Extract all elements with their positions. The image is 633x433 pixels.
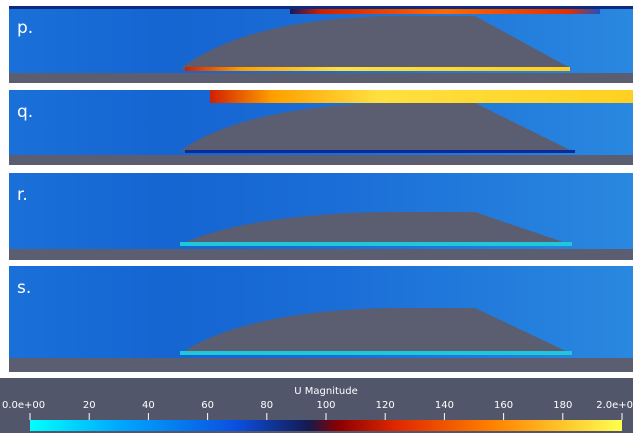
tick-label: 0.0e+00 — [2, 400, 45, 411]
panel-label: q. — [17, 102, 33, 122]
panel-label: s. — [17, 278, 31, 298]
tick-label: 60 — [201, 400, 214, 411]
tick-label: 20 — [83, 400, 96, 411]
wall — [9, 358, 633, 372]
streak — [185, 150, 575, 153]
tick-label: 40 — [142, 400, 155, 411]
wall — [9, 73, 633, 83]
streak — [180, 242, 572, 246]
tick-label: 80 — [260, 400, 273, 411]
tick-label: 120 — [376, 400, 395, 411]
tick-label: 140 — [435, 400, 454, 411]
panel-label: r. — [17, 185, 28, 205]
streak — [180, 351, 572, 355]
tick-label: 180 — [553, 400, 572, 411]
colorbar-title: U Magnitude — [294, 386, 357, 397]
tick-label: 2.0e+0 — [596, 400, 633, 411]
wall — [9, 249, 633, 260]
tick-label: 160 — [494, 400, 513, 411]
colorbar — [30, 420, 622, 431]
streak — [9, 6, 633, 9]
wall — [9, 155, 633, 165]
streak — [210, 90, 633, 103]
panel-label: p. — [17, 18, 33, 38]
tick-label: 100 — [316, 400, 335, 411]
streak — [185, 67, 570, 71]
figure: U Magnitude p. q. r. s. 0.0e+00 20 40 60 80 100 12… — [0, 0, 633, 433]
